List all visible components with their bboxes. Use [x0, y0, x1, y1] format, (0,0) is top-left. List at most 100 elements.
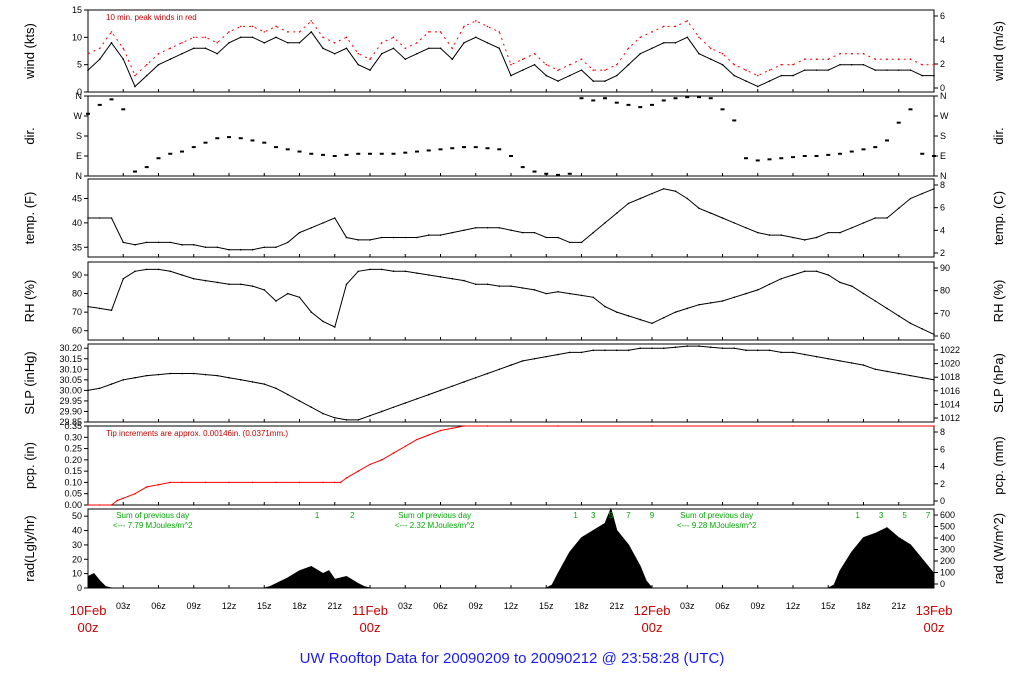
- pcp-point: [169, 481, 172, 484]
- slp-point: [486, 372, 489, 375]
- temp-point: [686, 197, 689, 200]
- rh-point: [521, 287, 524, 289]
- wind-point: [322, 36, 324, 39]
- rh-series-line: [87, 268, 935, 335]
- pcp-y2tick-label: 8: [940, 427, 945, 437]
- dir-point: [744, 157, 748, 160]
- dir-point: [497, 148, 502, 151]
- rad-hour-marker: 3: [591, 511, 596, 520]
- rh-point: [662, 316, 665, 319]
- wind-point: [662, 25, 665, 28]
- temp-point: [510, 229, 512, 231]
- dir-point: [415, 150, 419, 153]
- wind-point: [721, 63, 724, 66]
- wind-point: [780, 74, 783, 77]
- slp-y2tick-label: 1020: [940, 359, 960, 369]
- wind-point: [145, 63, 148, 66]
- temp-point: [451, 231, 454, 234]
- temp-y2tick-label: 4: [940, 225, 945, 235]
- wind-point: [698, 52, 700, 55]
- wind-point: [568, 74, 571, 77]
- rh-point: [122, 277, 125, 280]
- temp-point: [933, 187, 935, 190]
- wind-point: [792, 63, 794, 66]
- pcp-point: [439, 429, 442, 432]
- hour-tick-label: 21z: [609, 601, 624, 611]
- pcp-y2tick-label: 6: [940, 444, 945, 454]
- wind-point: [310, 31, 313, 33]
- rh-point: [557, 290, 559, 293]
- rh-point: [780, 277, 783, 280]
- slp-point: [286, 393, 289, 396]
- wind-point: [110, 42, 113, 44]
- temp-point: [862, 222, 865, 224]
- slp-ytick-label: 29.90: [59, 406, 82, 416]
- wind-point: [897, 58, 900, 60]
- pcp-y2tick-label: 4: [940, 462, 945, 472]
- dir-point: [697, 96, 701, 99]
- rh-point: [862, 292, 865, 295]
- temp-point: [604, 222, 606, 224]
- wind-point: [404, 58, 407, 60]
- temp-point: [721, 217, 724, 219]
- wind-point: [169, 58, 172, 60]
- rh-frame: [87, 261, 935, 341]
- pcp-point: [416, 438, 418, 441]
- pcp-point: [369, 463, 371, 466]
- hour-tick-label: 09z: [468, 601, 483, 611]
- wind-point: [839, 63, 841, 66]
- pcp-point: [322, 481, 324, 484]
- wind-point: [604, 80, 606, 82]
- slp-point: [592, 349, 595, 352]
- dir-y2tick-label: N: [940, 91, 947, 101]
- hour-tick-label: 12z: [222, 601, 237, 611]
- wind-point: [557, 69, 559, 71]
- rh-point: [263, 289, 266, 291]
- slp-point: [674, 346, 677, 348]
- slp-point: [392, 406, 395, 409]
- slp-y2tick-label: 1016: [940, 386, 960, 396]
- dir-point: [544, 172, 549, 175]
- pcp-point: [116, 499, 119, 502]
- wind-point: [803, 69, 806, 71]
- hour-tick-label: 18z: [574, 601, 589, 611]
- pcp-point: [651, 425, 653, 427]
- slp-point: [580, 351, 583, 354]
- dir-point: [203, 141, 208, 144]
- rad-hour-marker: 7: [926, 511, 931, 520]
- wind-point: [251, 25, 254, 28]
- rh-point: [839, 281, 841, 284]
- wind-point: [298, 31, 301, 33]
- dir-point: [180, 150, 184, 153]
- slp-point: [380, 410, 383, 413]
- date-label: 13Feb: [916, 603, 953, 618]
- temp-point: [486, 226, 489, 229]
- temp-point: [310, 226, 313, 229]
- temp-point: [709, 212, 712, 214]
- dir-point: [908, 108, 913, 111]
- wind-point: [709, 58, 712, 60]
- rad-y2label: rad (W/m^2): [991, 513, 1006, 584]
- rh-point: [933, 333, 935, 336]
- dir-point: [896, 121, 901, 124]
- rh-point: [921, 328, 924, 330]
- wind-point: [933, 63, 935, 66]
- wind-point: [87, 52, 89, 55]
- slp-point: [216, 374, 219, 377]
- slp-point: [568, 351, 571, 354]
- dir-point: [838, 152, 842, 155]
- dir-point: [215, 137, 220, 140]
- rad-hour-marker: 7: [626, 511, 631, 520]
- rad-y2tick-label: 0: [940, 579, 945, 589]
- slp-point: [897, 372, 900, 375]
- wind-point: [745, 80, 747, 82]
- slp-point: [451, 385, 454, 387]
- pcp-series-line: [88, 425, 934, 506]
- hour-tick-label: 03z: [398, 601, 413, 611]
- rh-point: [615, 311, 618, 313]
- wind-point: [298, 42, 301, 44]
- slp-point: [662, 347, 665, 350]
- rh-point: [310, 311, 313, 313]
- temp-ylabel: temp. (F): [22, 192, 37, 245]
